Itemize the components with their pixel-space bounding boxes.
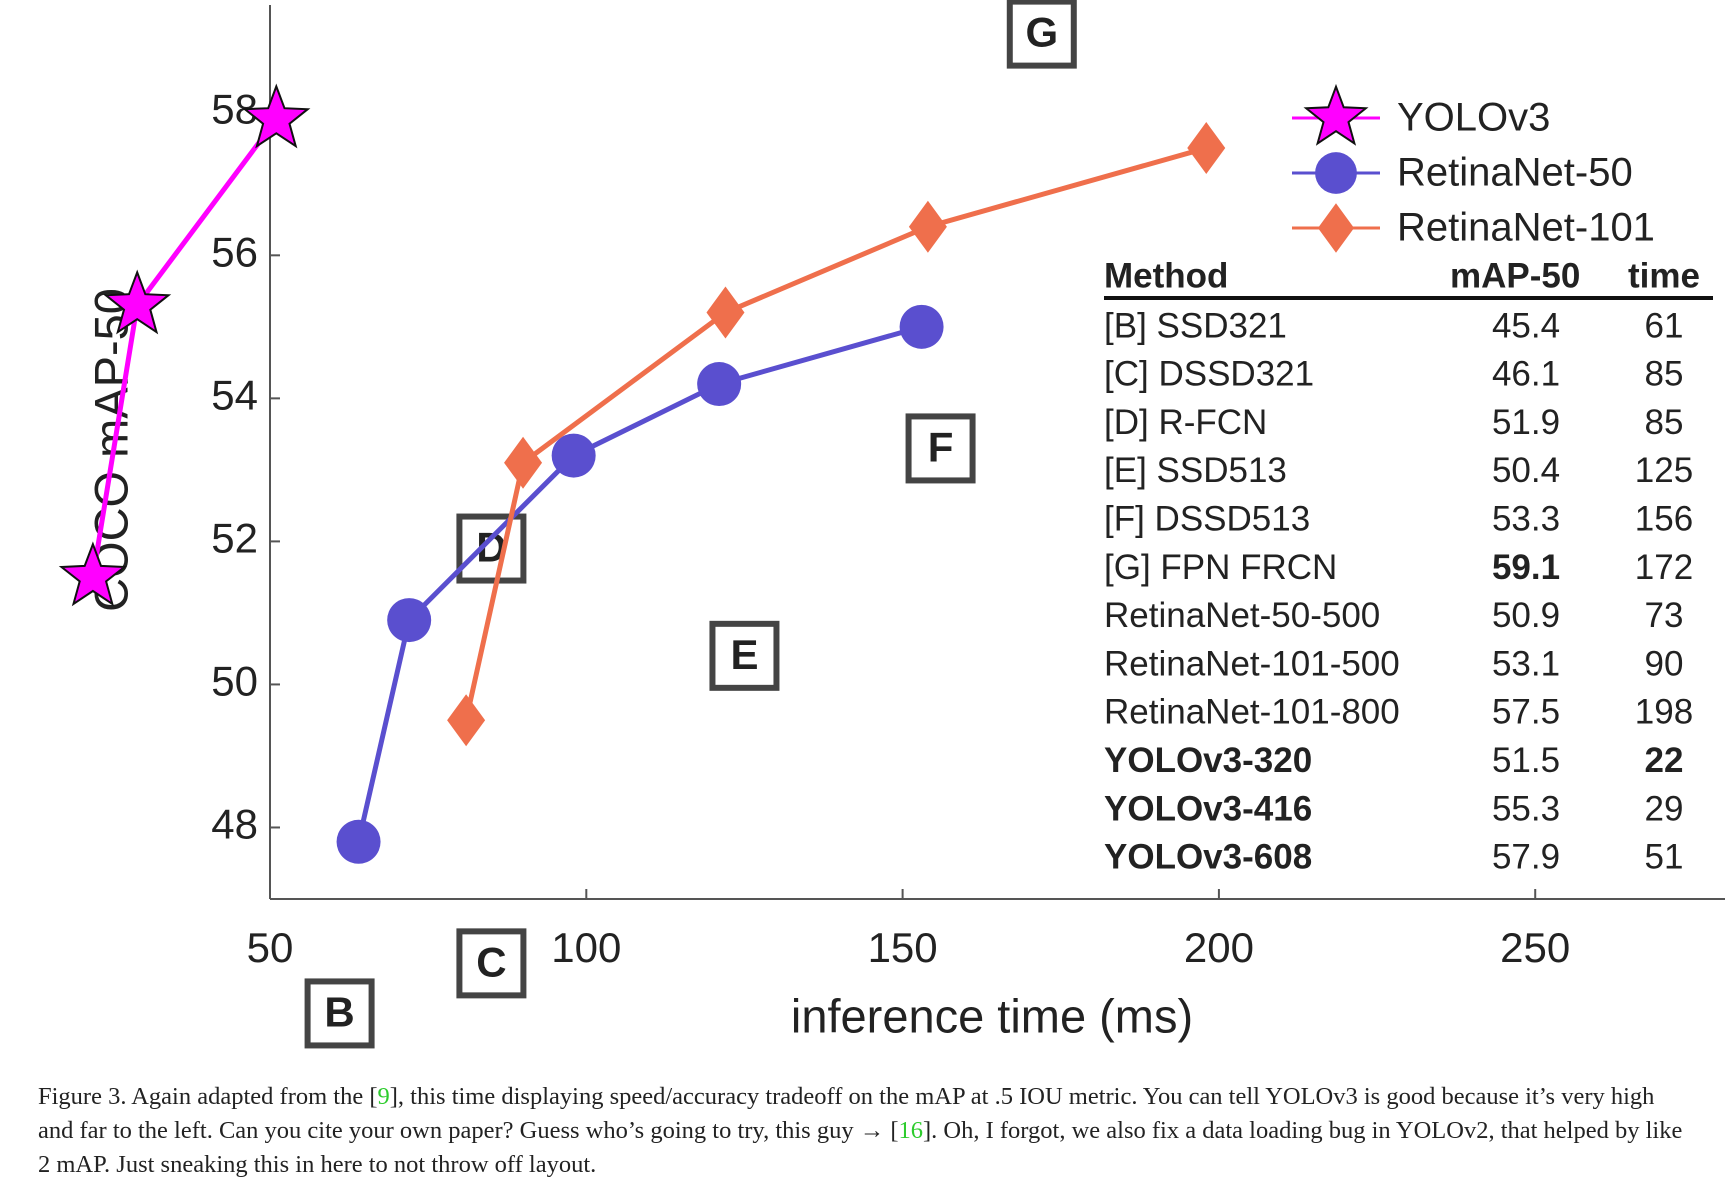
table-cell: 85 [1645, 355, 1684, 394]
table-cell: RetinaNet-50-500 [1104, 596, 1380, 635]
star-marker [242, 83, 311, 149]
table-cell: [G] FPN FRCN [1104, 548, 1337, 587]
table-cell: 46.1 [1492, 355, 1560, 394]
caption: Figure 3. Again adapted from the [9], th… [38, 1080, 1688, 1182]
caption-text: Figure 3. Again adapted from the [ [38, 1083, 378, 1110]
legend-label: RetinaNet-50 [1397, 151, 1633, 195]
star-marker [1303, 83, 1369, 146]
x-tick-label: 50 [247, 924, 294, 971]
diamond-marker [706, 286, 745, 339]
table-cell: 22 [1645, 741, 1684, 780]
table-cell: 85 [1645, 403, 1684, 442]
x-tick-label: 200 [1184, 924, 1254, 971]
table-cell: 29 [1645, 789, 1684, 828]
box-marker [456, 928, 527, 999]
chart: COCO mAP-50 inference time (ms) 48505254… [58, 0, 1725, 1049]
circle-marker [697, 362, 742, 407]
table-cell: YOLOv3-608 [1104, 838, 1312, 877]
caption-link[interactable]: 16 [898, 1117, 924, 1144]
table-cell: [E] SSD513 [1104, 451, 1287, 490]
y-tick-label: 48 [211, 801, 258, 848]
circle-marker [387, 598, 432, 643]
table-cell: 61 [1645, 306, 1684, 345]
table-cell: 50.9 [1492, 596, 1560, 635]
table-cell: RetinaNet-101-500 [1104, 644, 1400, 683]
legend-label: RetinaNet-101 [1397, 206, 1655, 250]
box-marker [1006, 0, 1077, 69]
box-label: E [730, 631, 758, 678]
table-header: Method [1104, 256, 1228, 295]
table-header: mAP-50 [1450, 256, 1580, 295]
x-tick-label: 100 [551, 924, 621, 971]
table-cell: 156 [1635, 499, 1693, 538]
table-cell: YOLOv3-416 [1104, 789, 1312, 828]
table-cell: YOLOv3-320 [1104, 741, 1312, 780]
box-label: F [928, 424, 954, 471]
x-tick-label: 250 [1500, 924, 1570, 971]
table-cell: [F] DSSD513 [1104, 499, 1310, 538]
box-label: B [324, 989, 354, 1036]
table-cell: 51 [1645, 838, 1684, 877]
table-cell: 125 [1635, 451, 1693, 490]
box-marker [304, 978, 375, 1049]
diamond-marker [1187, 122, 1226, 175]
y-tick-label: 54 [211, 371, 258, 418]
star-marker [103, 269, 172, 335]
table-cell: 45.4 [1492, 306, 1560, 345]
table-cell: 50.4 [1492, 451, 1560, 490]
diamond-marker [1317, 203, 1355, 253]
table-cell: [D] R-FCN [1104, 403, 1267, 442]
circle-marker [551, 433, 596, 478]
diamond-marker [908, 200, 947, 253]
box-marker [709, 620, 780, 691]
table-cell: 53.1 [1492, 644, 1560, 683]
circle-marker [336, 819, 381, 864]
table-cell: [C] DSSD321 [1104, 355, 1314, 394]
table-cell: 57.5 [1492, 693, 1560, 732]
table-cell: 57.9 [1492, 838, 1560, 877]
box-label: G [1025, 9, 1058, 56]
caption-link[interactable]: 9 [377, 1083, 390, 1110]
legend-label: YOLOv3 [1397, 96, 1550, 140]
table-cell: 90 [1645, 644, 1684, 683]
table-cell: 51.5 [1492, 741, 1560, 780]
diamond-marker [447, 694, 486, 747]
table-cell: 172 [1635, 548, 1693, 587]
y-tick-label: 50 [211, 658, 258, 705]
x-tick-label: 150 [868, 924, 938, 971]
caption-text: ], this time displaying speed/accuracy t… [38, 1083, 1655, 1144]
box-marker [905, 413, 976, 484]
table-cell: [B] SSD321 [1104, 306, 1287, 345]
box-marker [456, 513, 527, 584]
series-line [356, 324, 923, 843]
table-cell: 198 [1635, 693, 1693, 732]
diamond-marker [504, 436, 543, 489]
x-axis-label: inference time (ms) [791, 989, 1193, 1042]
box-label: C [476, 938, 506, 985]
caption-text: ]. Oh, I forgot, we also fix a data load… [38, 1117, 1683, 1178]
table-cell: 53.3 [1492, 499, 1560, 538]
table-cell: RetinaNet-101-800 [1104, 693, 1400, 732]
table-cell: 55.3 [1492, 789, 1560, 828]
circle-marker [1315, 152, 1357, 194]
circle-marker [899, 304, 944, 349]
table-cell: 59.1 [1492, 548, 1560, 587]
y-tick-label: 56 [211, 228, 258, 275]
star-marker [58, 541, 128, 607]
table-cell: 73 [1645, 596, 1684, 635]
y-tick-label: 52 [211, 514, 258, 561]
table-cell: 51.9 [1492, 403, 1560, 442]
table-header: time [1628, 256, 1700, 295]
